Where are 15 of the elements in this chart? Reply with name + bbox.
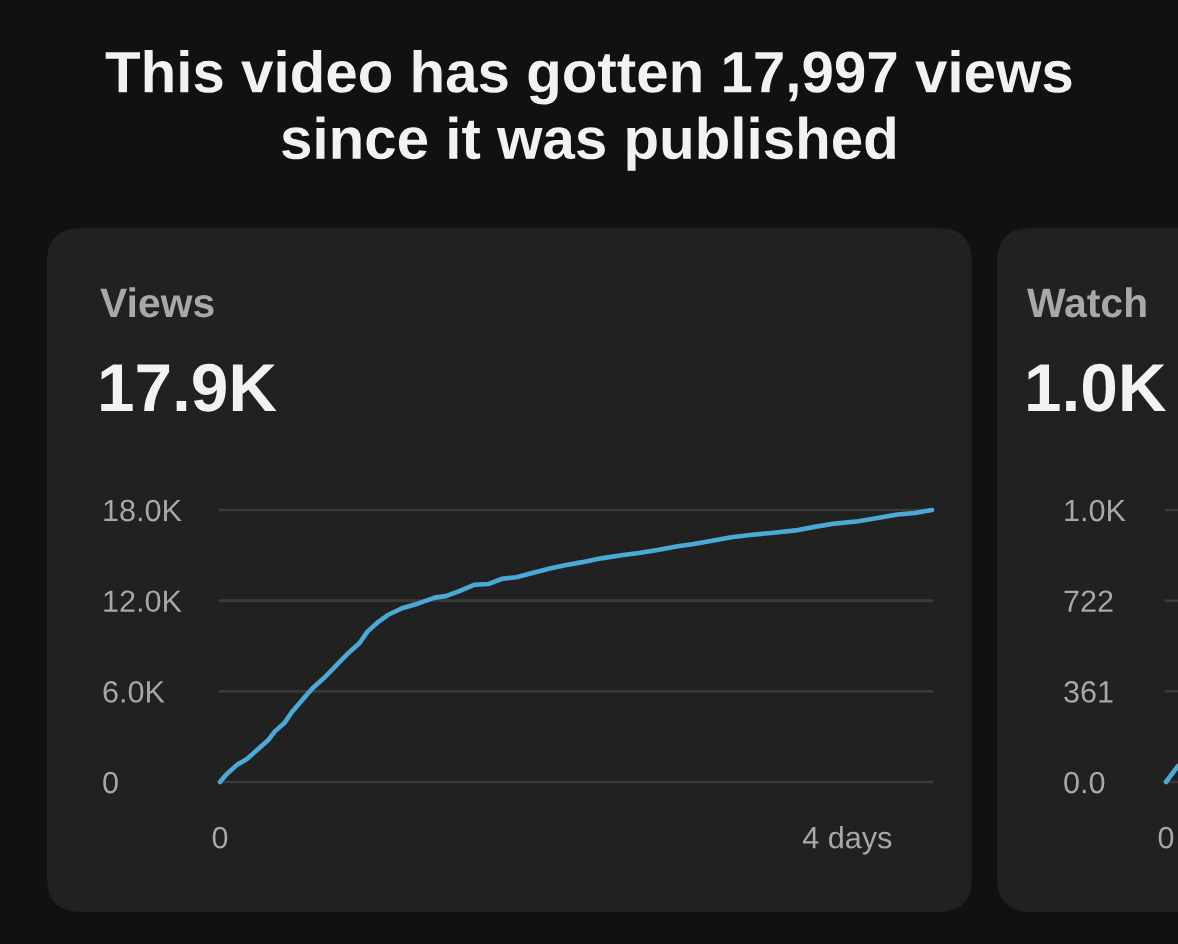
y-tick-label: 6.0K bbox=[103, 681, 165, 703]
y-tick-label: 12.0K bbox=[104, 590, 182, 613]
chart-title: Views bbox=[100, 287, 214, 318]
line-series bbox=[217, 507, 935, 785]
chart-subtitle: 17.9K bbox=[101, 363, 277, 412]
text: 361 bbox=[1064, 681, 1113, 703]
text: Watch bbox=[1027, 287, 1146, 318]
x-tick-label: 4 days bbox=[802, 826, 892, 855]
text: 1.0K bbox=[1028, 363, 1166, 412]
text: 0.0 bbox=[1064, 771, 1105, 794]
y-tick-label: 0 bbox=[103, 771, 118, 794]
text: 1.0K bbox=[1065, 499, 1126, 522]
text: 722 bbox=[1064, 590, 1113, 612]
y-tick-label: 18.0K bbox=[104, 499, 182, 522]
text: This video has gotten 17,997 views since it was published bbox=[105, 50, 1072, 171]
